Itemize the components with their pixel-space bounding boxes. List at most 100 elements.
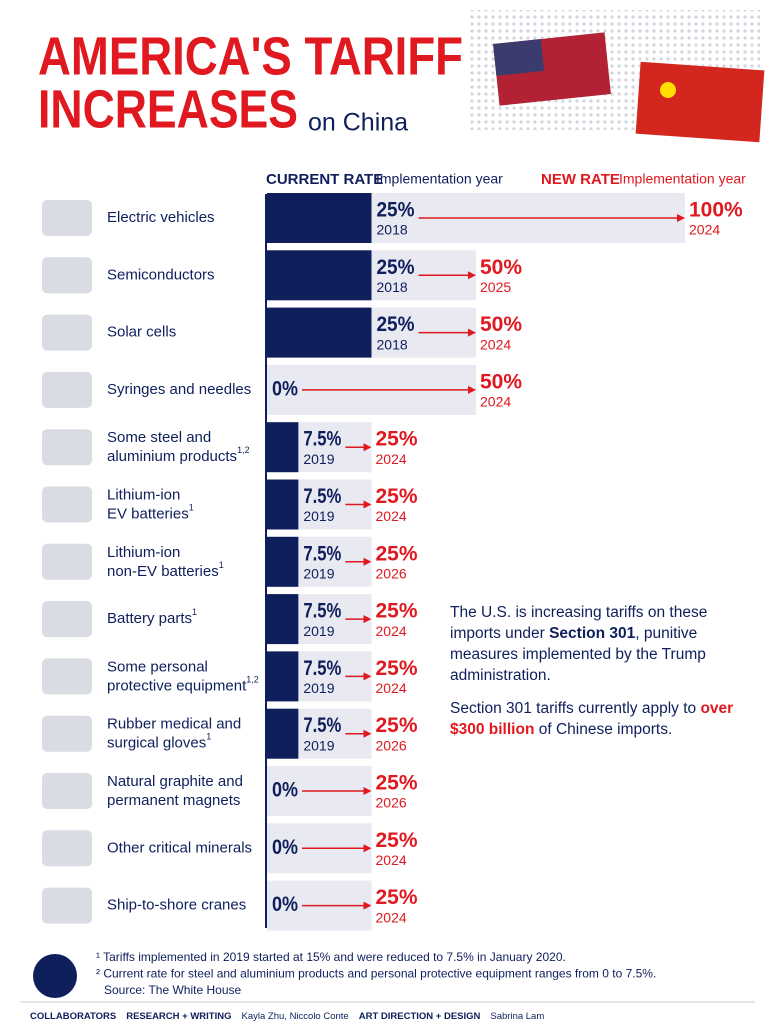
note-text: Section 301 tariffs currently apply to — [450, 700, 701, 717]
icon — [42, 257, 92, 294]
side-note: The U.S. is increasing tariffs on these … — [450, 602, 740, 752]
new-rate-label: 100% — [689, 199, 743, 222]
footnote-ref: 1 — [192, 607, 197, 617]
category-label: Natural graphite and permanent magnets — [107, 773, 243, 809]
current-rate-bar — [267, 594, 299, 645]
category-line: EV batteries — [107, 505, 189, 522]
footnote-ref: 1 — [206, 732, 211, 742]
new-rate-label: 25% — [376, 657, 418, 680]
arrow-head — [468, 385, 476, 394]
note-bold: Section 301 — [549, 625, 636, 642]
category-line: Some steel and — [107, 429, 211, 446]
current-rate-label: 7.5% — [303, 714, 341, 737]
arrow-head — [363, 443, 372, 452]
credit-part: RESEARCH + WRITING — [126, 1011, 231, 1022]
category-label: Syringes and needles — [107, 381, 251, 398]
title: AMERICA'S TARIFF — [38, 26, 463, 86]
icon — [42, 200, 92, 236]
arrow-head — [363, 500, 372, 509]
category-label: Rubber medical and surgical gloves1 — [107, 716, 241, 752]
new-year: 2025 — [480, 279, 511, 295]
header-new: NEW RATE — [541, 171, 620, 188]
credit-part: Kayla Zhu, Niccolo Conte — [242, 1011, 349, 1022]
new-year: 2024 — [480, 394, 511, 410]
category-line: permanent magnets — [107, 792, 240, 809]
us-container — [493, 32, 611, 106]
category-line: surgical gloves — [107, 735, 206, 752]
new-year: 2026 — [376, 737, 407, 753]
category-line: protective equipment — [107, 677, 247, 694]
current-year: 2018 — [377, 336, 408, 352]
new-rate-label: 25% — [376, 772, 418, 795]
header-current-sub: Implementation year — [376, 171, 503, 187]
arrow-head — [363, 901, 372, 910]
arrow-head — [363, 787, 372, 795]
current-rate-bar — [267, 479, 299, 530]
current-rate-bar — [267, 307, 372, 358]
title-suffix: on China — [308, 109, 408, 137]
footnote-ref: 1 — [219, 560, 224, 570]
category-label: Solar cells — [107, 324, 176, 341]
icon — [42, 314, 92, 351]
note-paragraph: The U.S. is increasing tariffs on these … — [450, 602, 740, 686]
new-rate-label: 50% — [480, 256, 522, 279]
credit-part: COLLABORATORS — [30, 1011, 116, 1022]
new-year: 2026 — [376, 795, 407, 811]
current-rate-label: 7.5% — [303, 428, 341, 451]
icon — [42, 830, 92, 867]
icon — [42, 887, 92, 924]
current-rate-bar — [267, 536, 299, 587]
current-rate-label: 7.5% — [303, 542, 341, 565]
category-line: Natural graphite and — [107, 773, 243, 790]
note-text: The U.S. is increasing tariffs on these … — [450, 604, 708, 642]
category-line: aluminium products — [107, 448, 237, 465]
current-rate-label: 7.5% — [303, 485, 341, 508]
new-rate-label: 25% — [376, 485, 418, 508]
arrow-head — [363, 672, 372, 681]
category-label: Ship-to-shore cranes — [107, 897, 246, 914]
current-rate-label: 0% — [272, 836, 298, 859]
new-year: 2024 — [376, 623, 407, 639]
note-text: , punitive measures implemented by the T… — [450, 625, 706, 684]
current-year: 2019 — [303, 737, 334, 753]
note-paragraph: Section 301 tariffs currently apply to o… — [450, 698, 740, 740]
category-label: Other critical minerals — [107, 839, 252, 856]
logo — [33, 954, 77, 998]
category-label: Some personal protective equipment1,2 — [107, 658, 259, 694]
title: INCREASES — [38, 79, 298, 139]
current-year: 2019 — [303, 623, 334, 639]
category-line: Lithium-ion — [107, 486, 180, 503]
note-text: of Chinese imports. — [534, 721, 673, 738]
icon — [42, 601, 92, 638]
arrow-head — [677, 214, 685, 222]
current-rate-label: 25% — [377, 199, 415, 222]
current-year: 2018 — [377, 222, 408, 238]
icon — [42, 429, 92, 466]
arrow-head — [468, 271, 476, 280]
current-rate-label: 0% — [272, 779, 298, 802]
category-label: Lithium-ion EV batteries1 — [107, 486, 194, 522]
credits: COLLABORATORS RESEARCH + WRITING Kayla Zhu… — [30, 1011, 544, 1022]
current-year: 2018 — [377, 279, 408, 295]
footnote: Source: The White House — [104, 983, 242, 997]
new-rate-label: 25% — [376, 714, 418, 737]
current-rate-label: 7.5% — [303, 600, 341, 623]
category-line: non-EV batteries — [107, 563, 219, 580]
current-rate-label: 0% — [272, 377, 298, 400]
category-label: Semiconductors — [107, 266, 215, 283]
arrow-head — [363, 615, 372, 624]
current-rate-bar — [267, 250, 372, 301]
new-year: 2024 — [480, 336, 511, 352]
footnote: ¹ Tariffs implemented in 2019 started at… — [96, 950, 566, 964]
icon — [42, 715, 92, 752]
new-year: 2024 — [376, 852, 407, 868]
arrow-head — [363, 729, 372, 738]
new-rate-label: 25% — [376, 886, 418, 909]
category-line: Lithium-ion — [107, 544, 180, 561]
current-rate-label: 25% — [377, 256, 415, 279]
credit-part: ART DIRECTION + DESIGN — [359, 1011, 481, 1022]
new-year: 2024 — [376, 508, 407, 524]
current-rate-label: 25% — [377, 313, 415, 336]
new-rate-label: 25% — [376, 829, 418, 852]
